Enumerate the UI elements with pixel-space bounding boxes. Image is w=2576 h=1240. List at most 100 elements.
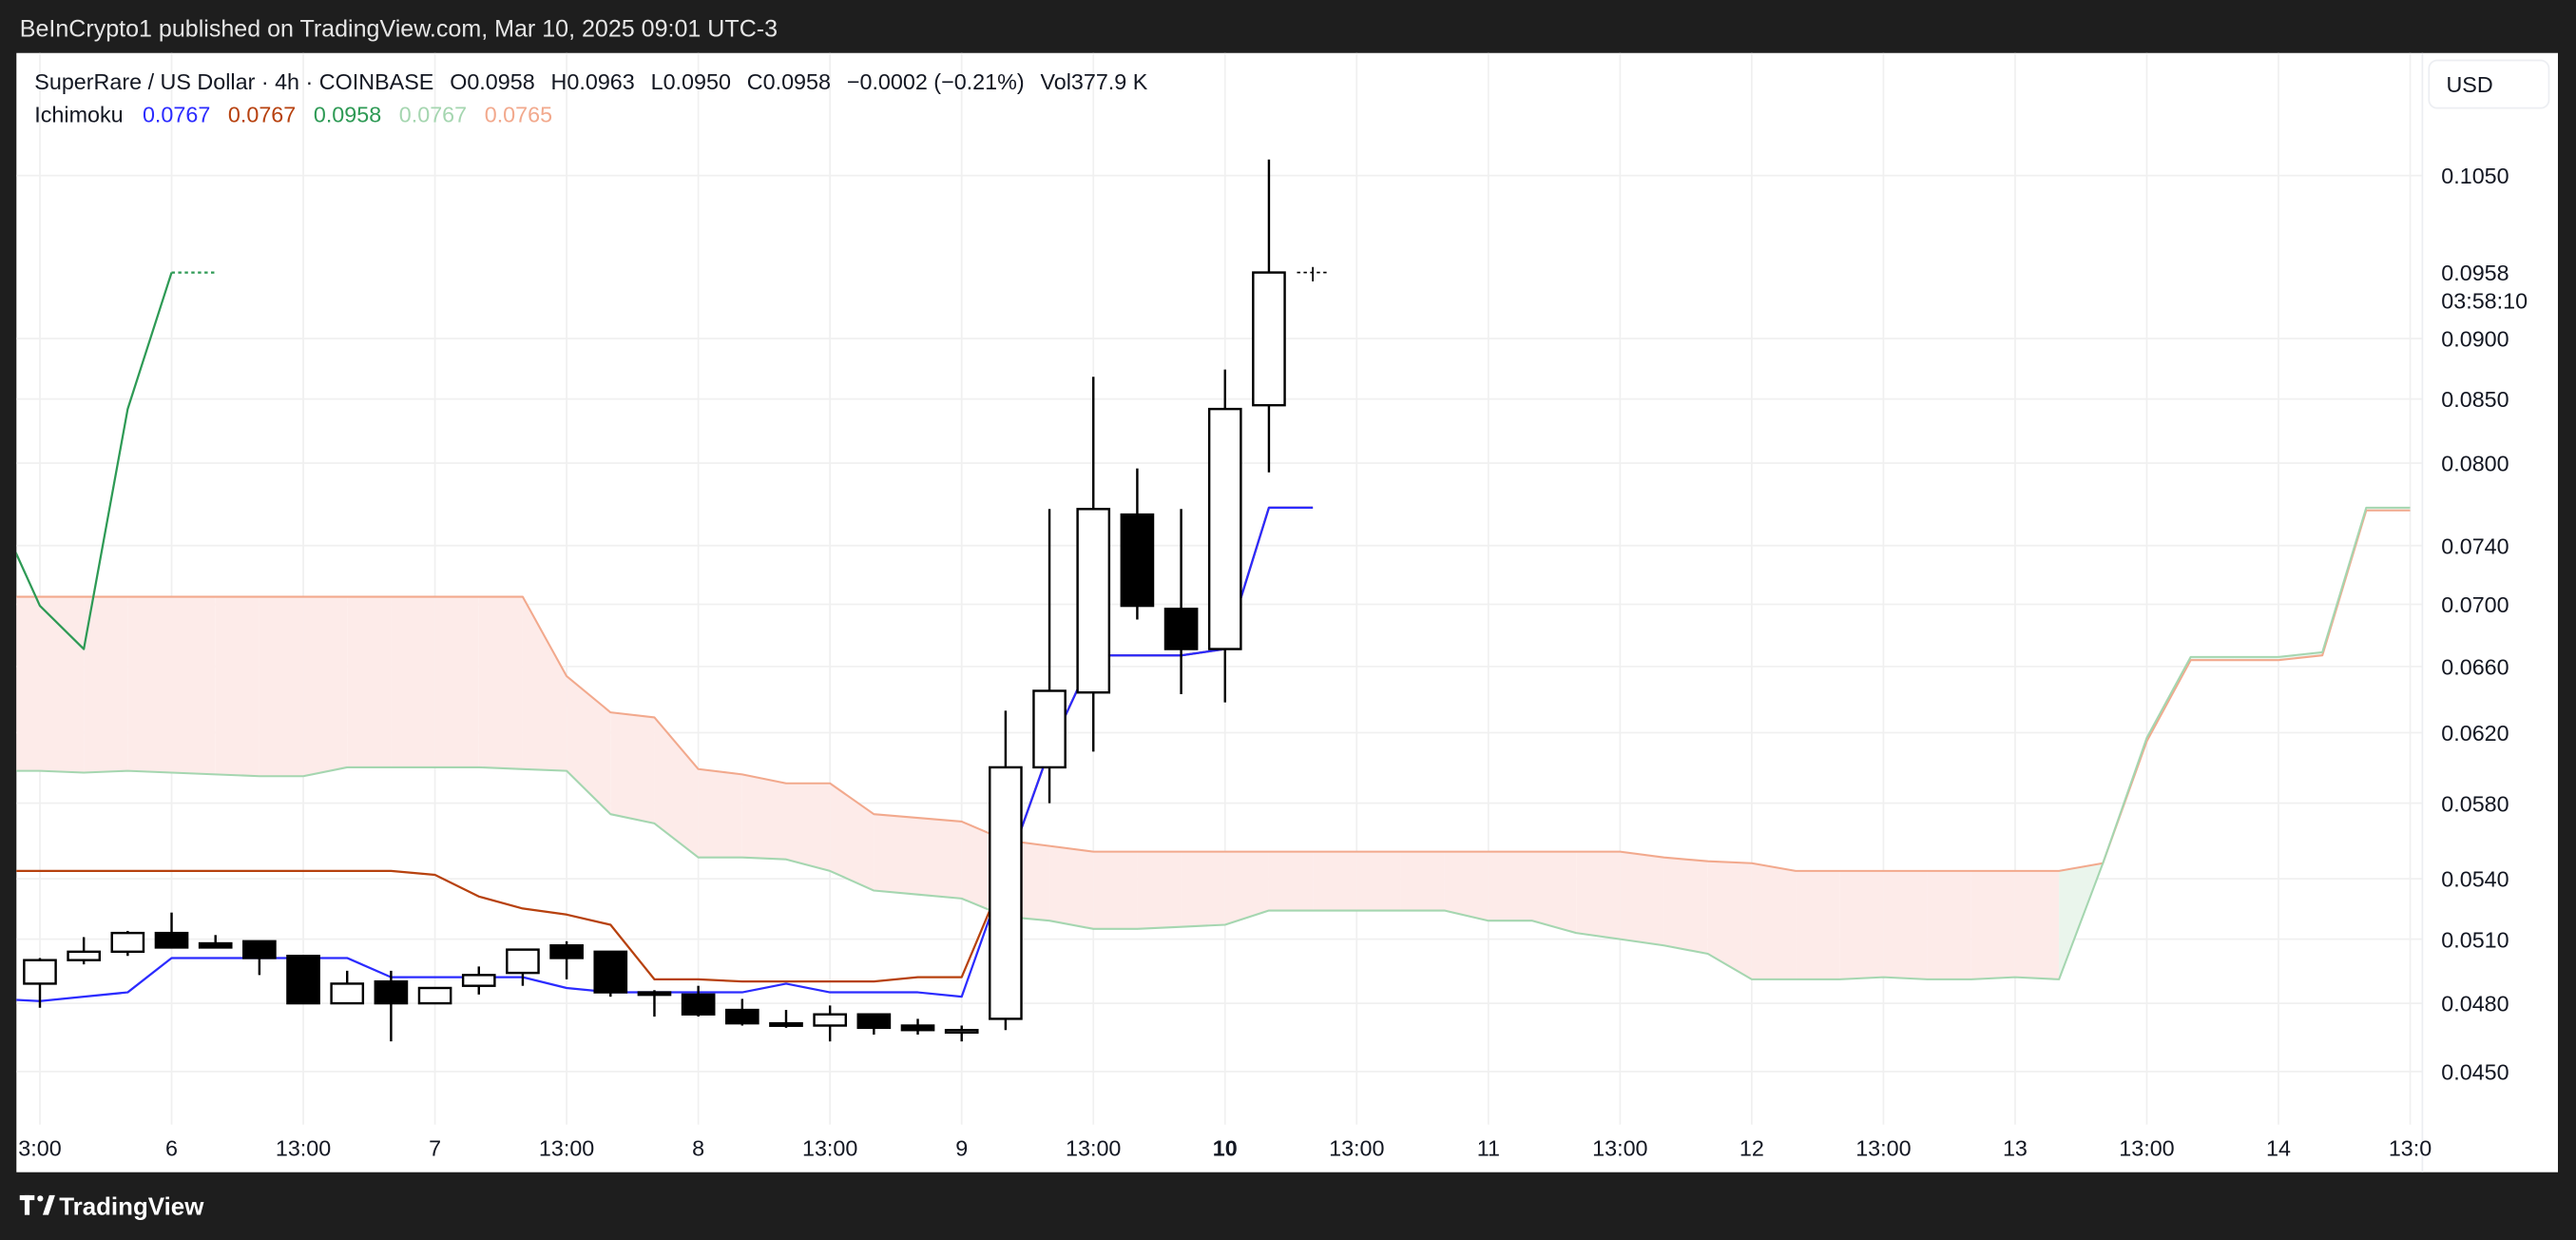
candle[interactable]	[681, 985, 716, 1017]
candle[interactable]	[1297, 266, 1329, 281]
cloud-segment	[215, 596, 260, 777]
publish-info: BeInCrypto1 published on TradingView.com…	[20, 15, 778, 42]
candle[interactable]	[1120, 468, 1155, 620]
candle[interactable]	[900, 1018, 935, 1035]
time-tick-label: 14	[2266, 1135, 2291, 1160]
currency-button[interactable]: USD	[2428, 59, 2550, 109]
cloud-segment	[1927, 870, 1971, 979]
cloud-segment	[1576, 851, 1621, 940]
ohlc-low: L0.0950	[651, 69, 731, 94]
candle-body-bullish	[944, 1029, 979, 1035]
candle[interactable]	[724, 998, 759, 1026]
candle[interactable]	[813, 1005, 848, 1042]
time-tick-label: 13:00	[1066, 1135, 1121, 1160]
currency-label: USD	[2446, 72, 2492, 97]
time-tick-label: 13:00	[1855, 1135, 1911, 1160]
ohlc-high: H0.0963	[551, 69, 635, 94]
candle[interactable]	[549, 940, 584, 979]
cloud-segment	[1531, 851, 1577, 934]
cloud-segment	[1883, 870, 1928, 979]
candle[interactable]	[769, 1010, 803, 1028]
symbol-title: SuperRare / US Dollar · 4h · COINBASE	[34, 69, 433, 94]
cloud-segment	[741, 774, 786, 860]
candle-body-bullish	[23, 959, 57, 985]
time-tick-label: 13:00	[802, 1135, 857, 1160]
price-tick-label: 0.0580	[2441, 791, 2509, 816]
candle-body-bearish	[637, 991, 672, 997]
candle[interactable]	[506, 948, 540, 986]
price-tick-label: 0.0660	[2441, 655, 2509, 680]
candle-body-bearish	[593, 950, 628, 994]
chikou-value: 0.0958	[314, 102, 381, 126]
candle[interactable]	[330, 970, 365, 1005]
cloud-segment	[478, 596, 523, 769]
time-tick-label: 3:00	[18, 1135, 61, 1160]
senkou-a-value: 0.0767	[399, 102, 467, 126]
time-tick-label: 7	[429, 1135, 441, 1160]
cloud-segment	[1313, 851, 1357, 911]
time-tick-label: 11	[1477, 1135, 1500, 1160]
cloud-segment	[1181, 851, 1225, 927]
cloud-segment	[39, 596, 85, 773]
candle[interactable]	[110, 930, 145, 957]
candle[interactable]	[637, 990, 672, 1017]
candle[interactable]	[154, 912, 189, 949]
price-tick-label: 0.0510	[2441, 927, 2509, 952]
candle[interactable]	[23, 958, 57, 1008]
indicator-legend[interactable]: Ichimoku 0.0767 0.0767 0.0958 0.0767 0.0…	[34, 102, 552, 126]
candle[interactable]	[198, 935, 233, 949]
tradingview-logo[interactable]: TradingView	[19, 1194, 204, 1221]
candle-body-bearish	[856, 1013, 892, 1030]
cloud-segment	[830, 783, 875, 891]
cloud-segment	[917, 818, 962, 899]
time-tick-label: 13:00	[1592, 1135, 1647, 1160]
price-tick-label: 0.0540	[2441, 867, 2509, 892]
chikou-span-line	[16, 272, 173, 650]
candle[interactable]	[374, 970, 409, 1042]
kijun-value: 0.0767	[228, 102, 296, 126]
cloud-segment	[1663, 857, 1708, 955]
candle[interactable]	[1252, 159, 1286, 473]
candle-body-bearish	[286, 955, 320, 1005]
cloud-segment	[1137, 851, 1182, 929]
time-axis[interactable]: 3:00 6 13:00 7 13:00 8 13:00 9 13:00 10 13:00 11 13:…	[18, 1135, 2432, 1160]
cloud-segment	[434, 596, 479, 767]
candle-body-bearish	[724, 1008, 759, 1025]
candle[interactable]	[593, 950, 628, 998]
candle[interactable]	[989, 710, 1023, 1031]
cloud-segment	[654, 717, 699, 858]
cloud-segment	[84, 596, 128, 773]
symbol-legend[interactable]: SuperRare / US Dollar · 4h · COINBASE O0…	[34, 69, 1147, 94]
cloud-segment	[785, 783, 831, 871]
cloud-segment	[698, 768, 742, 858]
plot-area[interactable]	[0, 159, 2411, 1042]
candle[interactable]	[417, 986, 452, 1005]
cloud-segment	[303, 596, 348, 777]
candle[interactable]	[1032, 509, 1067, 804]
indicator-name: Ichimoku	[34, 102, 123, 126]
candle-body-bearish	[900, 1024, 935, 1032]
senkou-span-a-line	[16, 506, 2411, 980]
cloud-segment	[610, 712, 655, 823]
tenkan-value: 0.0767	[143, 102, 210, 126]
candle[interactable]	[461, 966, 496, 995]
price-axis[interactable]: 0.1050 0.0900 0.0850 0.0800 0.0740 0.0700 0.06…	[2441, 164, 2528, 1084]
candle-body-bullish	[1207, 407, 1242, 650]
ohlc-close: C0.0958	[747, 69, 831, 94]
candle[interactable]	[1076, 377, 1111, 752]
candle-body-bullish	[67, 950, 101, 961]
cloud-segment	[347, 596, 392, 767]
candle-body-bullish	[1076, 508, 1111, 694]
candle[interactable]	[856, 1013, 892, 1035]
cloud-segment	[1049, 845, 1094, 929]
candle-body-bullish	[110, 931, 145, 954]
price-tick-label: 0.0480	[2441, 992, 2509, 1017]
candle[interactable]	[67, 937, 101, 965]
candle[interactable]	[1207, 369, 1242, 703]
candle[interactable]	[286, 955, 320, 1005]
candle[interactable]	[242, 940, 277, 976]
candle[interactable]	[1163, 509, 1199, 694]
candle[interactable]	[944, 1025, 979, 1042]
cloud-segment	[1839, 870, 1884, 979]
